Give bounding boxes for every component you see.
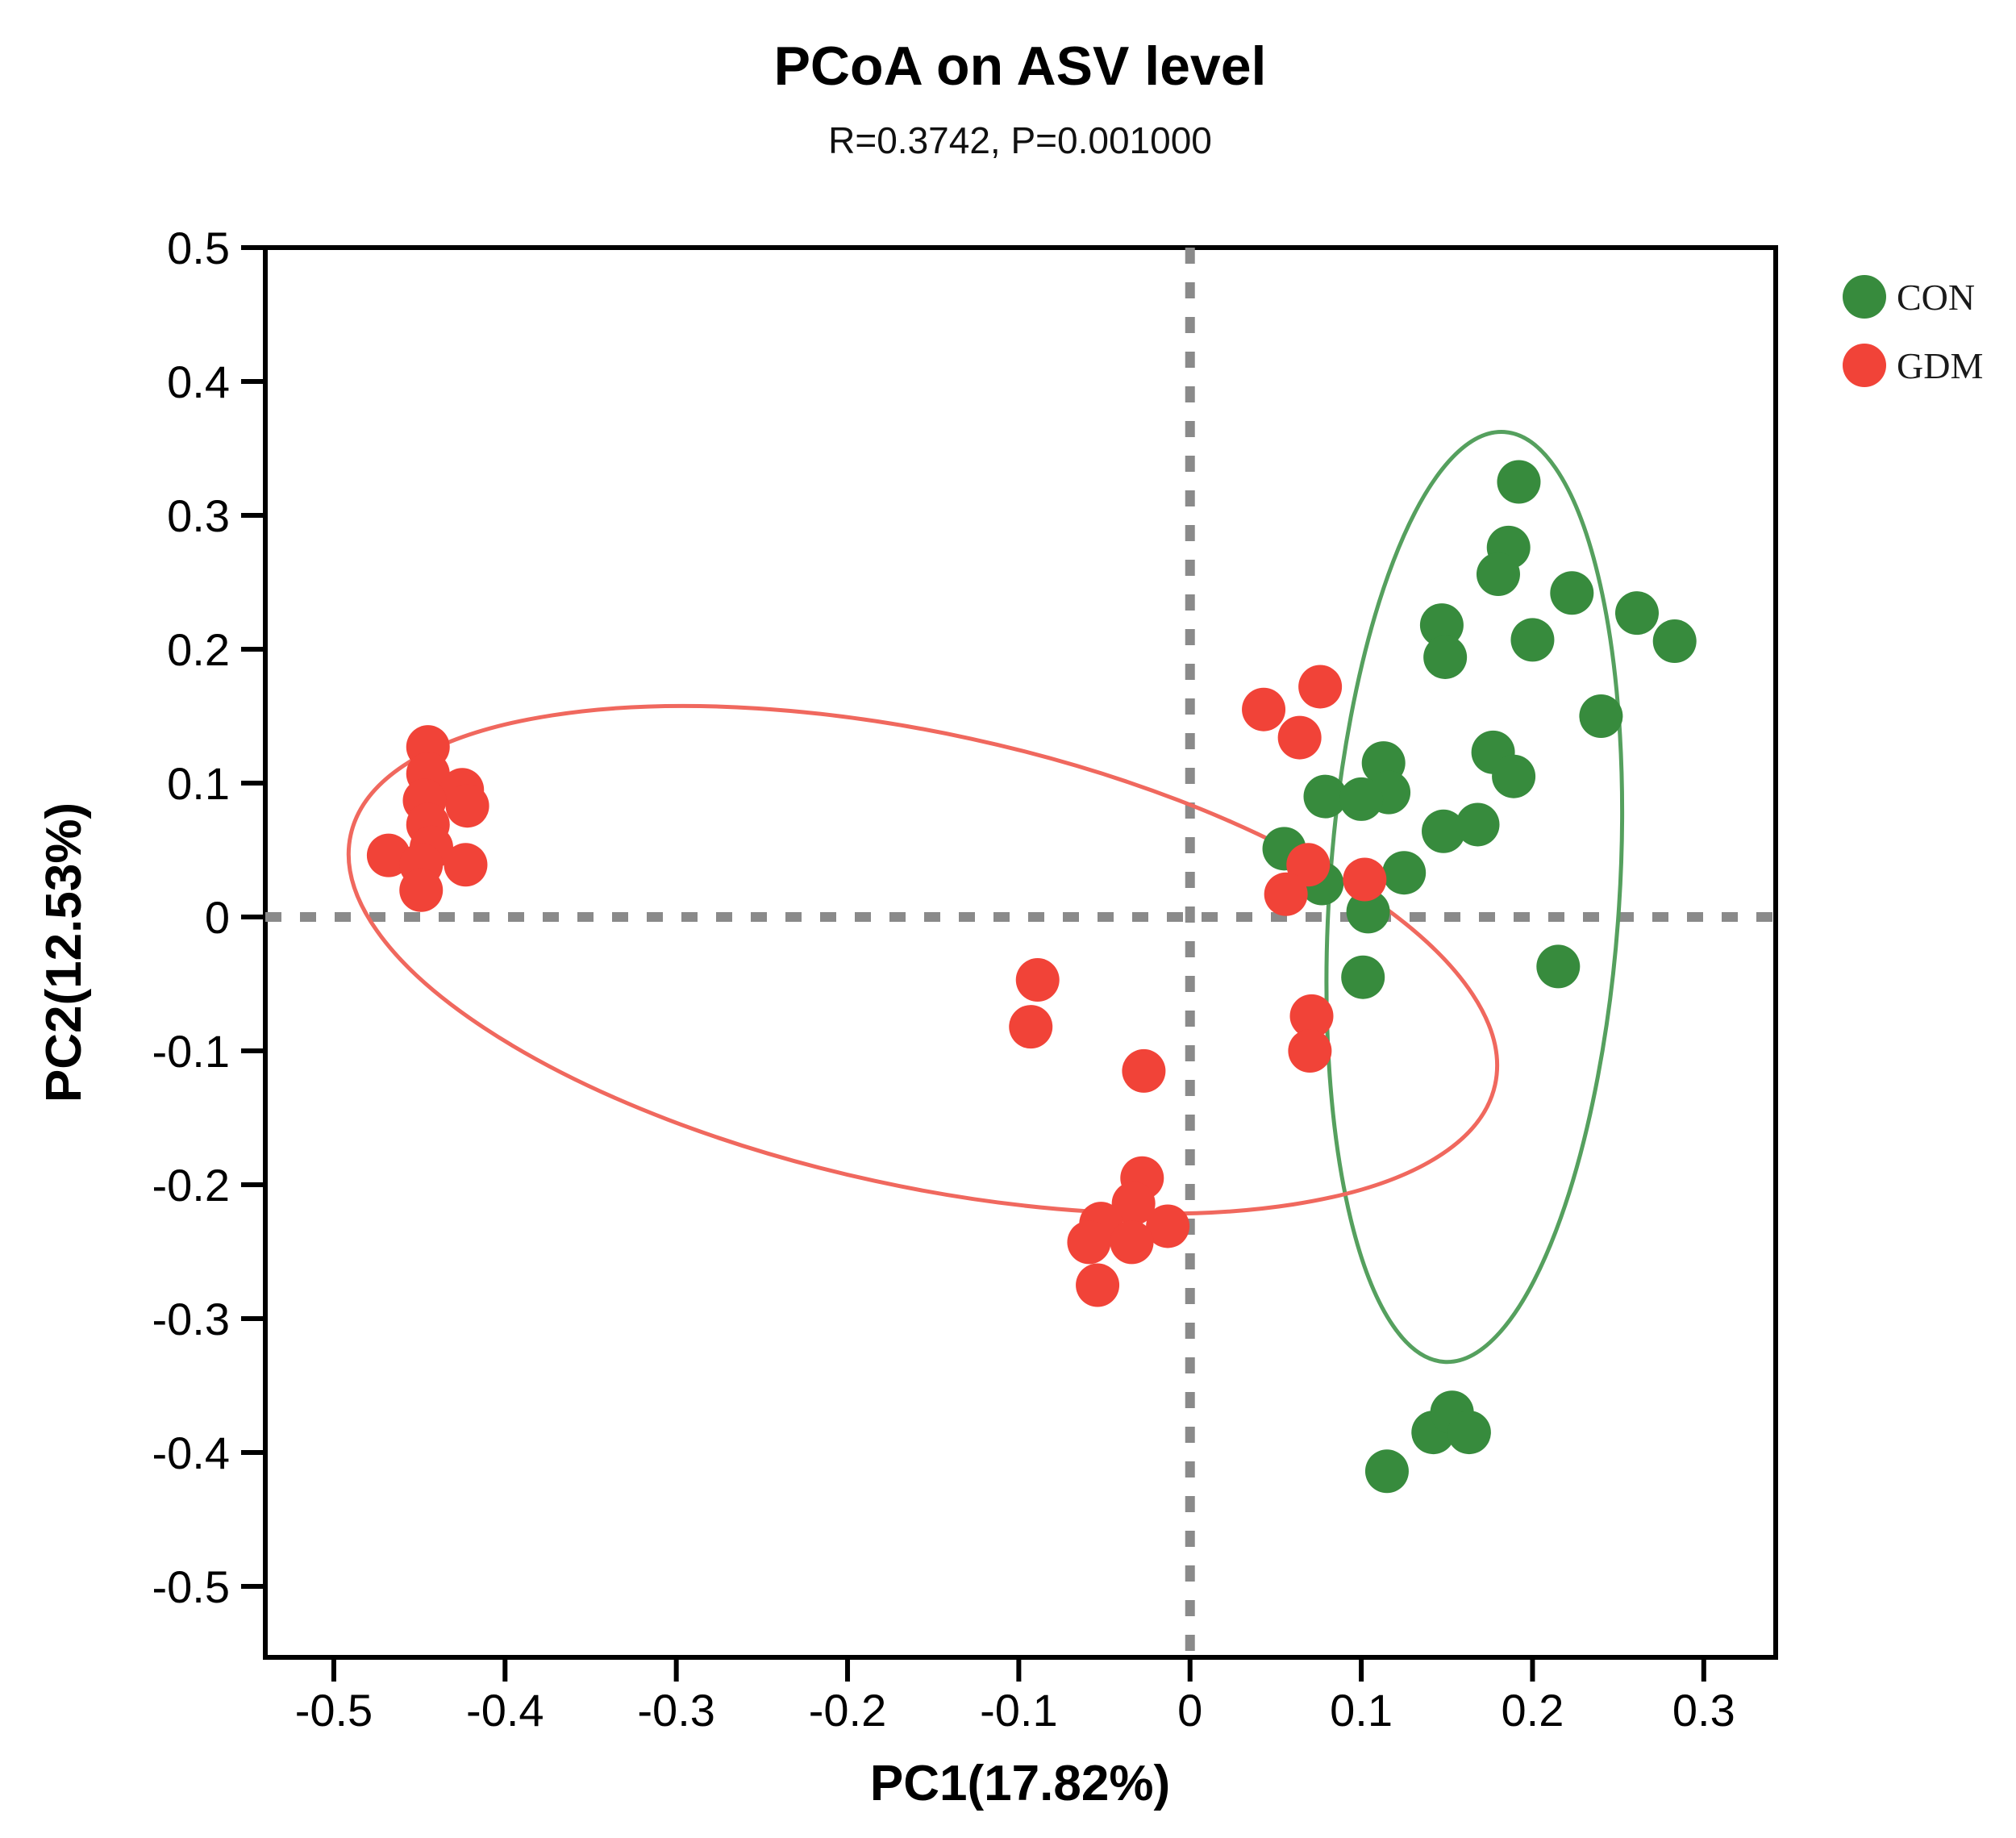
data-point-con [1364,1449,1409,1494]
legend-label-con: CON [1897,277,1975,318]
data-point-gdm [1242,687,1286,731]
data-point-gdm [1009,1005,1053,1049]
data-point-con [1476,552,1520,597]
x-tick-label: -0.4 [466,1685,544,1736]
y-tick-label: -0.3 [152,1294,231,1344]
data-point-con [1423,635,1468,679]
data-point-gdm [1298,665,1343,709]
x-axis-title: PC1(17.82%) [870,1756,1170,1811]
y-tick-label: 0 [205,892,230,943]
x-tick-label: -0.3 [637,1685,715,1736]
data-point-con [1341,955,1385,999]
data-point-con [1346,890,1390,934]
y-tick-label: 0.5 [167,223,230,273]
data-point-gdm [1289,994,1334,1038]
data-point-con [1652,619,1697,664]
data-point-con [1456,802,1500,847]
data-point-con [1303,774,1347,819]
data-point-con [1497,460,1541,504]
y-tick-label: 0.1 [167,758,230,809]
x-tick-label: -0.2 [809,1685,887,1736]
legend-label-gdm: GDM [1897,345,1983,386]
ellipse-gdm [346,703,1500,1216]
y-axis-title: PC2(12.53%) [36,802,92,1102]
zero-reference-lines [265,248,1776,1657]
data-point-gdm [1076,1263,1120,1307]
data-point-con [1536,944,1581,989]
data-point-con [1382,851,1427,895]
data-point-gdm [1122,1048,1166,1093]
data-point-gdm [1146,1204,1190,1248]
x-tick-label: -0.1 [980,1685,1058,1736]
y-tick-label: -0.1 [152,1026,231,1077]
legend-marker-gdm-icon [1843,344,1886,387]
data-point-gdm [1111,1182,1156,1226]
x-axis: -0.5 -0.4 -0.3 -0.2 -0.1 0 0.1 0.2 0.3 [295,1657,1735,1736]
data-point-con [1422,809,1466,853]
x-tick-label: 0 [1177,1685,1202,1736]
data-point-con [1419,603,1464,648]
data-point-gdm [1264,872,1308,916]
data-point-gdm [1288,1029,1332,1073]
data-point-con [1339,777,1384,821]
data-point-gdm [444,843,488,887]
chart-subtitle: R=0.3742, P=0.001000 [828,119,1212,161]
group-ellipses [346,430,1625,1365]
x-tick-label: -0.5 [295,1685,373,1736]
y-axis: 0.5 0.4 0.3 0.2 0.1 0 -0.1 -0.2 -0.3 -0.4 -0.5 [152,223,265,1612]
data-point-gdm [1110,1220,1154,1265]
legend: CON GDM [1843,275,1983,387]
y-tick-label: -0.4 [152,1427,231,1478]
data-point-con [1492,754,1536,798]
data-point-con [1579,694,1623,739]
data-point-gdm [399,868,444,912]
data-point-con [1614,591,1659,636]
legend-marker-con-icon [1843,275,1886,319]
chart-title: PCoA on ASV level [774,35,1267,97]
data-point-gdm [445,784,489,828]
y-tick-label: -0.2 [152,1160,231,1211]
data-point-con [1550,571,1594,615]
data-point-con [1447,1411,1491,1455]
data-point-gdm [1067,1220,1111,1265]
y-tick-label: 0.3 [167,490,230,541]
data-point-gdm [1015,958,1060,1002]
y-tick-label: 0.4 [167,356,230,407]
data-point-con [1510,618,1555,662]
data-point-gdm [1277,715,1322,760]
x-tick-label: 0.3 [1672,1685,1735,1736]
y-tick-label: 0.2 [167,624,230,675]
data-point-gdm [1343,857,1387,902]
x-tick-label: 0.1 [1330,1685,1393,1736]
data-points [366,460,1697,1494]
x-tick-label: 0.2 [1502,1685,1564,1736]
y-tick-label: -0.5 [152,1561,231,1612]
